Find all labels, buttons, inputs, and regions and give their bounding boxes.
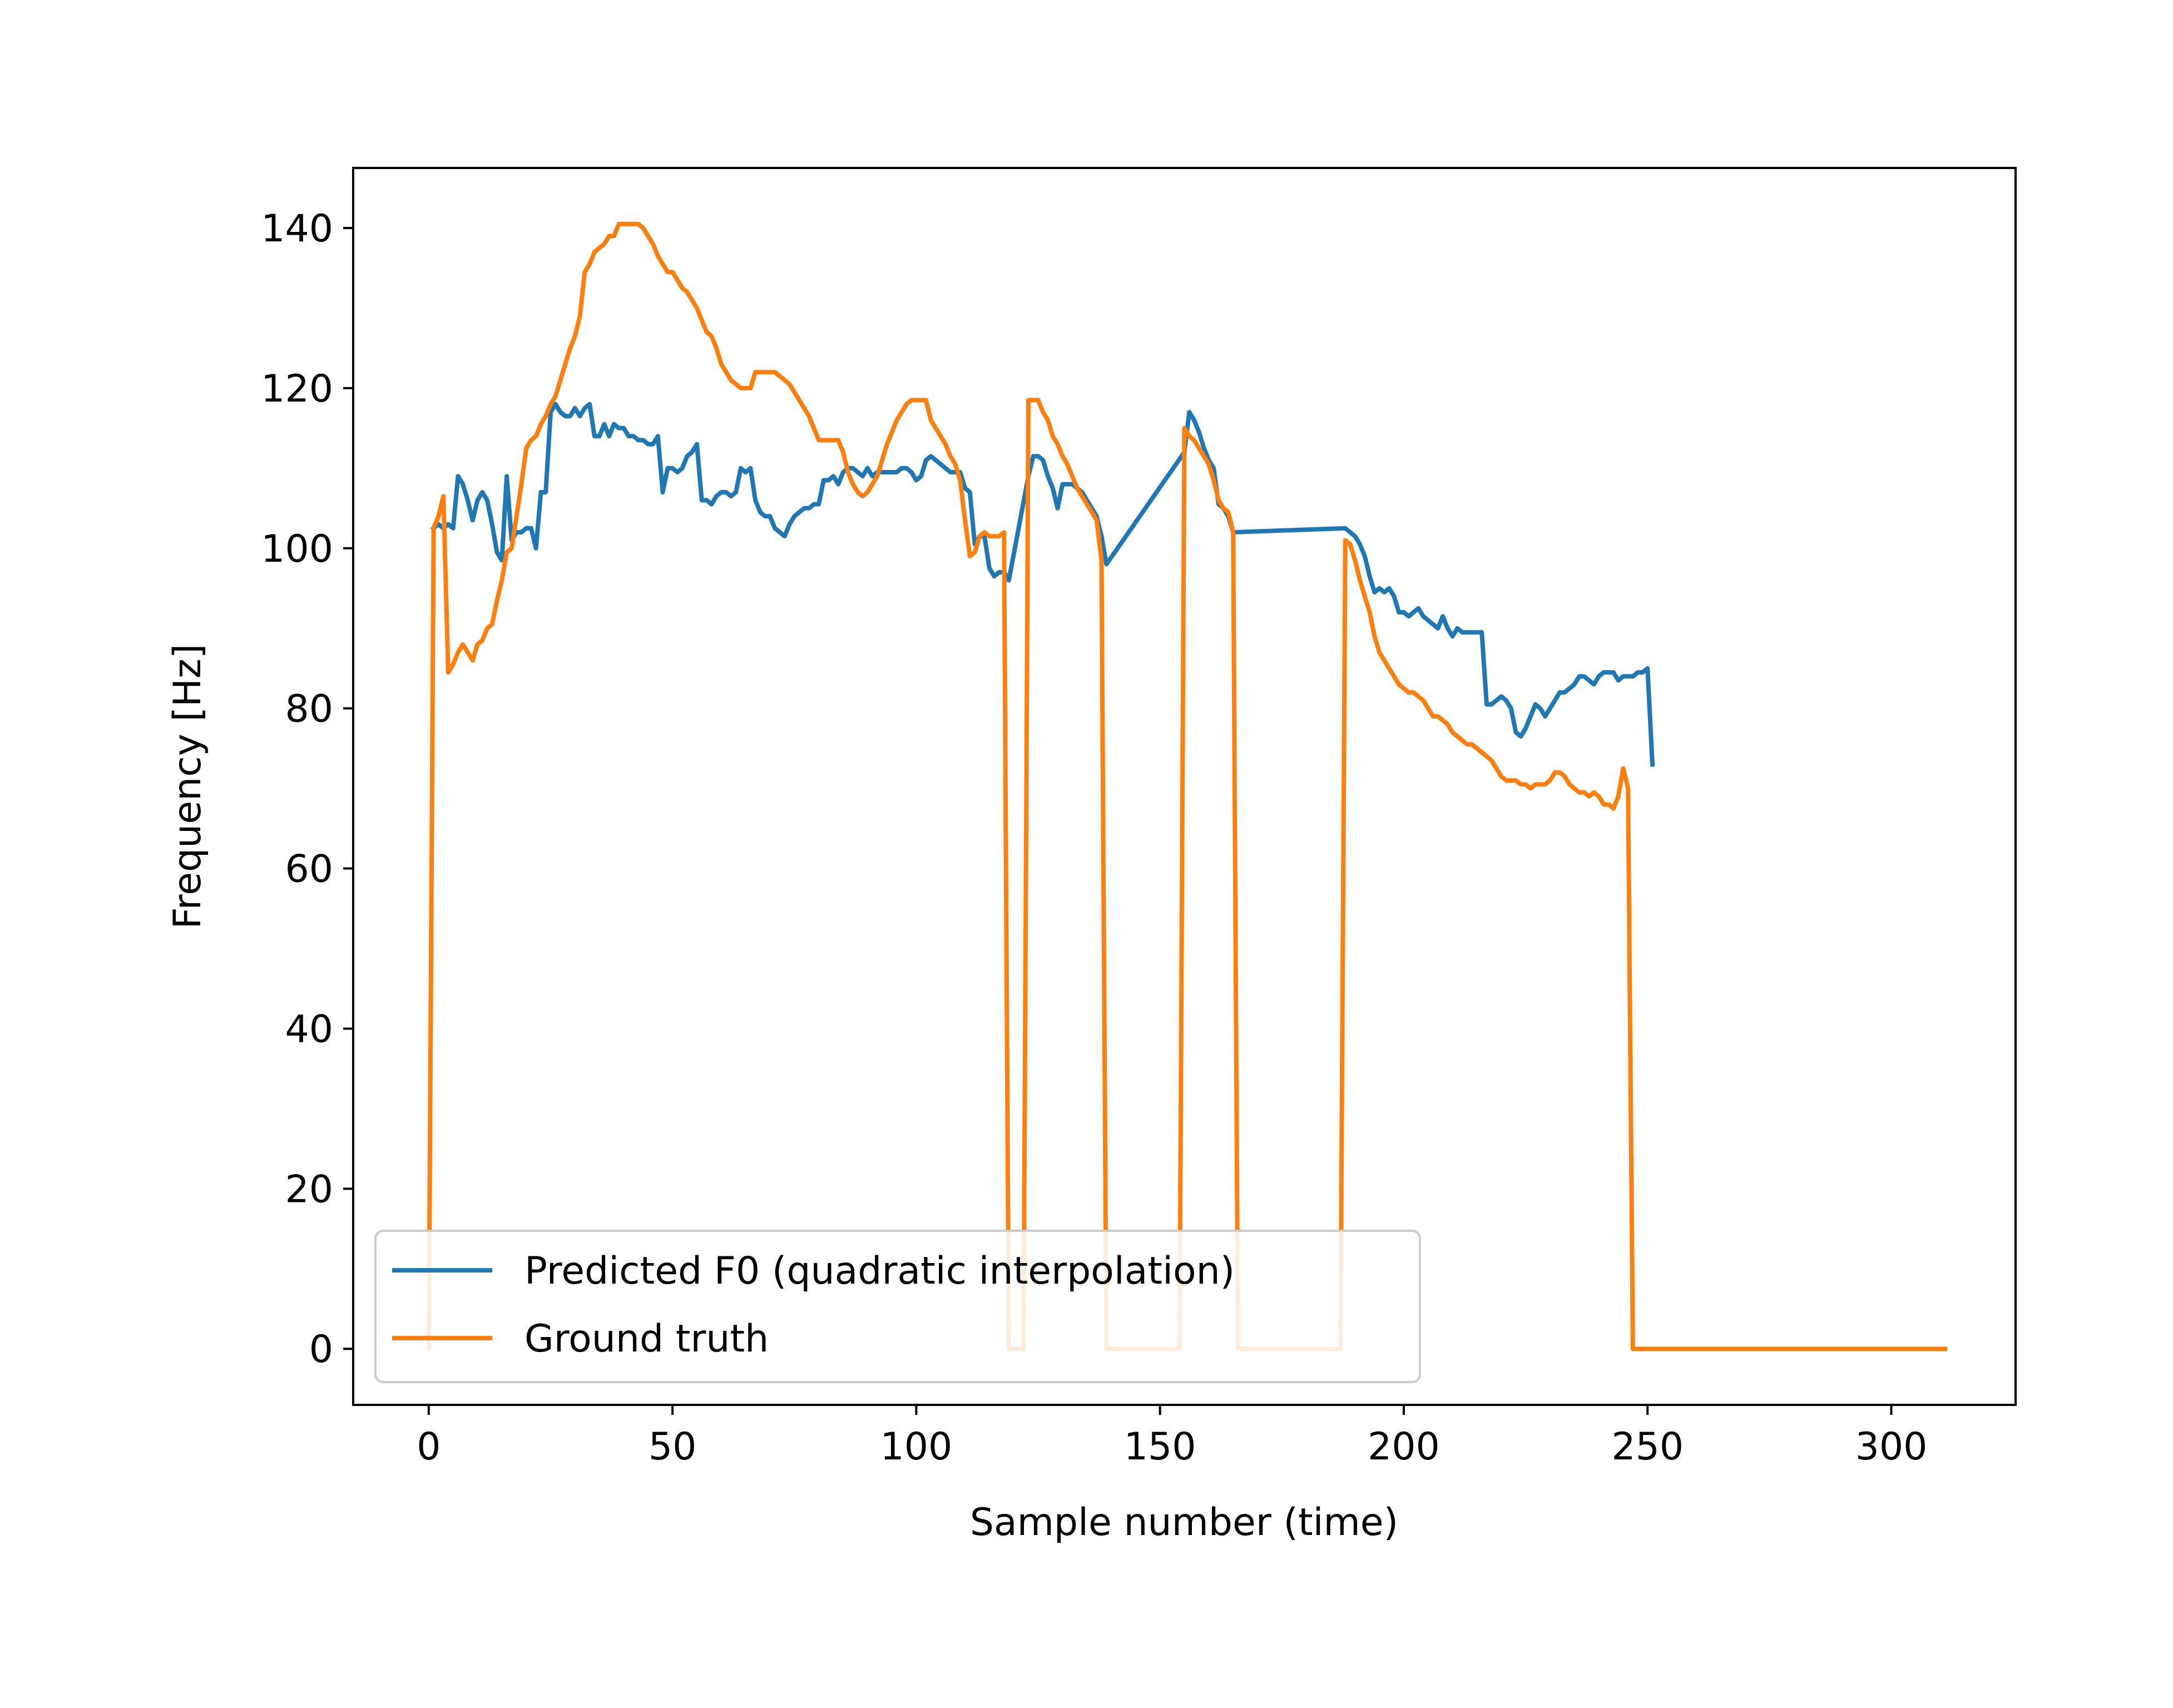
x-tick-label: 200 [1368, 1425, 1440, 1469]
legend-box [374, 1230, 1421, 1383]
plot-frame [352, 167, 2017, 1406]
x-axis-label: Sample number (time) [970, 1501, 1398, 1544]
series-line-predicted-f0 [430, 402, 1655, 767]
x-tick-label: 100 [880, 1425, 953, 1469]
y-tick-label: 100 [261, 527, 333, 571]
series-layer [426, 221, 1947, 1351]
plot-area [426, 221, 1947, 1351]
y-tick-label: 120 [261, 367, 333, 411]
y-tick-label: 80 [285, 687, 333, 731]
x-tick-label: 150 [1124, 1425, 1196, 1469]
x-tick-label: 0 [417, 1425, 440, 1469]
x-tick-label: 50 [649, 1425, 697, 1469]
series-line-ground-truth [426, 221, 1947, 1351]
y-axis-label: Frequency [Hz] [166, 644, 210, 929]
y-tick-label: 20 [285, 1167, 333, 1211]
x-tick-label: 300 [1855, 1425, 1928, 1469]
y-tick-label: 60 [285, 848, 333, 892]
legend-label-predicted: Predicted F0 (quadratic interpolation) [524, 1249, 1235, 1293]
y-tick-label: 0 [309, 1328, 333, 1372]
y-axis: 0 20 40 60 80 100 120 140 [261, 207, 353, 1372]
legend-label-ground-truth: Ground truth [524, 1317, 769, 1361]
x-axis: 0 50 100 150 200 250 300 [417, 1405, 1927, 1469]
legend: Predicted F0 (quadratic interpolation) G… [374, 1230, 1421, 1383]
x-tick-label: 250 [1611, 1425, 1684, 1469]
y-tick-label: 140 [261, 207, 333, 251]
y-tick-label: 40 [285, 1007, 333, 1051]
